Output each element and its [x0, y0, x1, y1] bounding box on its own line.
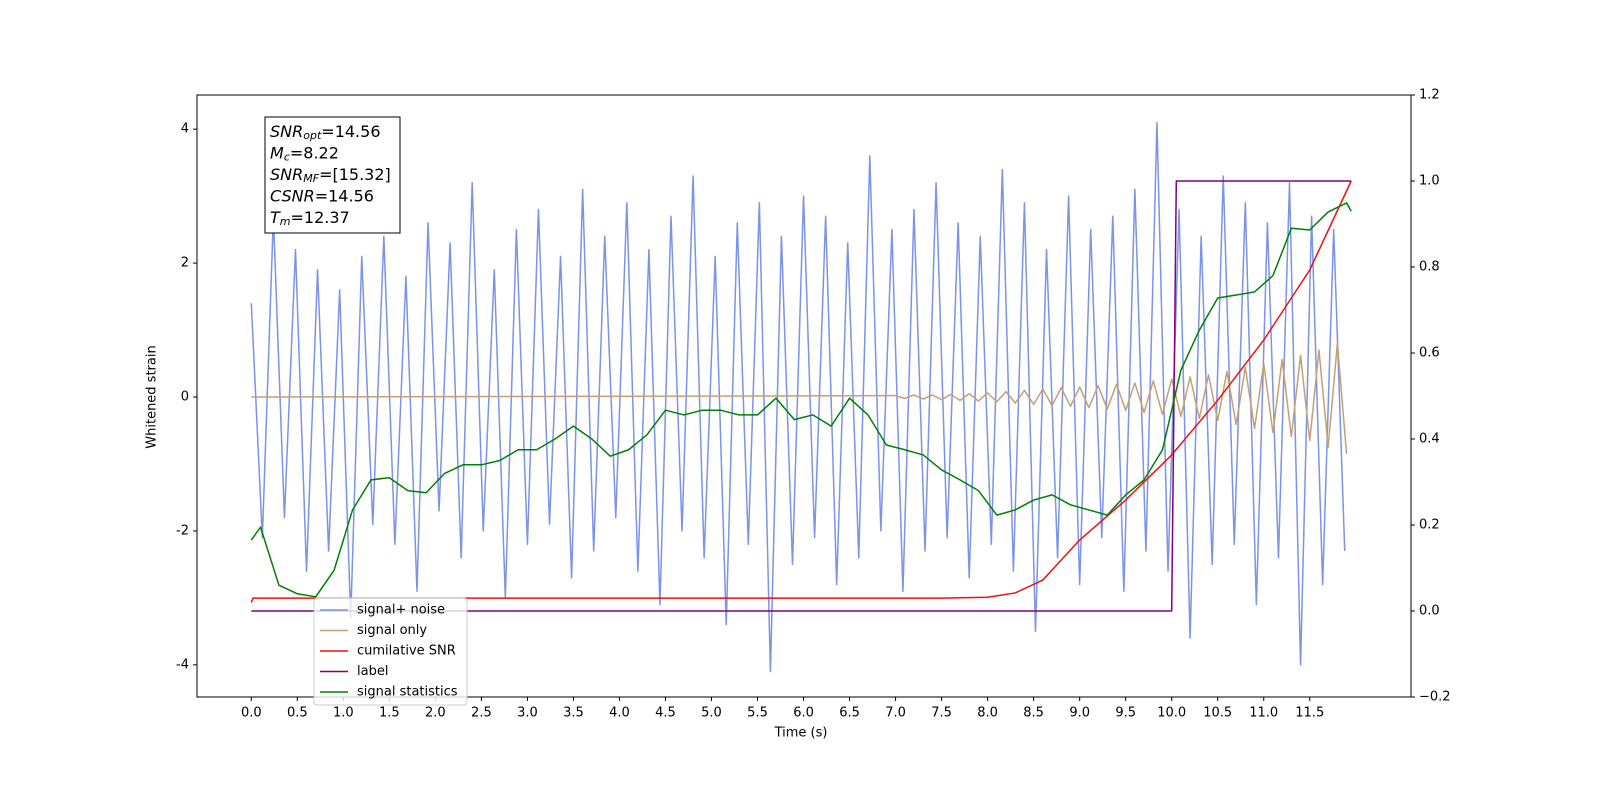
annotation-subscript: opt: [303, 129, 322, 142]
x-axis-label: Time (s): [774, 726, 828, 741]
legend-label: signal statistics: [357, 685, 458, 700]
series-line: [251, 342, 1348, 454]
y-tick-label: 4: [181, 122, 189, 137]
x-tick-label: 0.0: [241, 706, 262, 721]
plot-area: [250, 121, 1352, 673]
annotation-value: =14.56: [315, 186, 374, 205]
y-tick-label: 0: [181, 390, 189, 405]
annotation-line: Tm=12.37: [270, 208, 350, 229]
series-line: [250, 202, 1352, 598]
annotation-symbol: SNR: [270, 122, 303, 141]
x-tick-label: 5.5: [747, 706, 768, 721]
x-tick-label: 10.5: [1203, 706, 1232, 721]
x-tick-label: 1.5: [379, 706, 400, 721]
legend-frame: [313, 597, 468, 706]
annotation-line: SNRMF=[15.32]: [270, 165, 391, 186]
annotation-box: SNRopt=14.56Mc=8.22SNRMF=[15.32]CSNR=14.…: [264, 116, 401, 234]
x-tick-label: 6.5: [839, 706, 860, 721]
y-tick-label: 2: [181, 256, 189, 271]
annotation-symbol: CSNR: [270, 186, 315, 205]
series-line: [251, 180, 1352, 612]
y2-tick-label: 0.4: [1419, 432, 1440, 447]
y2-tick-label: 0.2: [1419, 518, 1440, 533]
legend: signal+ noise signal only cumilative SNR la…: [313, 597, 468, 706]
x-tick-label: 9.5: [1115, 706, 1136, 721]
annotation-symbol: SNR: [270, 165, 303, 184]
annotation-line: CSNR=14.56: [270, 186, 374, 205]
x-tick-label: 7.0: [885, 706, 906, 721]
series-line: [250, 180, 1352, 603]
y-tick-label: -4: [176, 657, 189, 672]
annotation-line: SNRopt=14.56: [270, 122, 381, 143]
x-tick-label: 2.5: [471, 706, 492, 721]
annotation-symbol: M: [270, 143, 284, 162]
series-line: [250, 121, 1346, 673]
annotation-subscript: m: [280, 215, 291, 228]
x-tick-label: 4.5: [655, 706, 676, 721]
axes-frame: [196, 94, 1412, 698]
x-tick-label: 11.0: [1249, 706, 1278, 721]
annotation-subscript: c: [284, 151, 290, 164]
legend-label: signal+ noise: [357, 603, 445, 618]
x-tick-label: 8.0: [977, 706, 998, 721]
y-axis-label: Whitened strain: [145, 345, 160, 448]
legend-label: label: [357, 664, 388, 679]
x-tick-label: 10.0: [1157, 706, 1186, 721]
annotation-line: Mc=8.22: [270, 143, 339, 164]
y2-tick-label: −0.2: [1419, 690, 1451, 705]
annotation-value: =[15.32]: [319, 165, 391, 184]
legend-label: signal only: [357, 623, 427, 638]
x-tick-label: 0.5: [287, 706, 308, 721]
x-tick-label: 4.0: [609, 706, 630, 721]
annotation-subscript: MF: [303, 172, 319, 185]
x-tick-label: 5.0: [701, 706, 722, 721]
y2-tick-label: 0.8: [1419, 260, 1440, 275]
annotation-symbol: T: [270, 208, 281, 227]
x-tick-label: 2.0: [425, 706, 446, 721]
y2-tick-label: 1.0: [1419, 174, 1440, 189]
annotation-value: =14.56: [321, 122, 380, 141]
x-tick-label: 9.0: [1069, 706, 1090, 721]
annotation-frame: [264, 116, 401, 234]
annotation-value: =12.37: [291, 208, 350, 227]
x-tick-label: 6.0: [793, 706, 814, 721]
x-tick-label: 7.5: [931, 706, 952, 721]
x-tick-label: 8.5: [1023, 706, 1044, 721]
x-tick-label: 3.0: [517, 706, 538, 721]
y2-tick-label: 0.6: [1419, 346, 1440, 361]
y-tick-label: -2: [176, 523, 189, 538]
y2-tick-label: 1.2: [1419, 88, 1440, 103]
legend-label: cumilative SNR: [357, 644, 456, 659]
annotation-value: =8.22: [290, 143, 339, 162]
x-tick-label: 1.0: [333, 706, 354, 721]
y2-tick-label: 0.0: [1419, 604, 1440, 619]
x-tick-label: 3.5: [563, 706, 584, 721]
x-tick-label: 11.5: [1295, 706, 1324, 721]
